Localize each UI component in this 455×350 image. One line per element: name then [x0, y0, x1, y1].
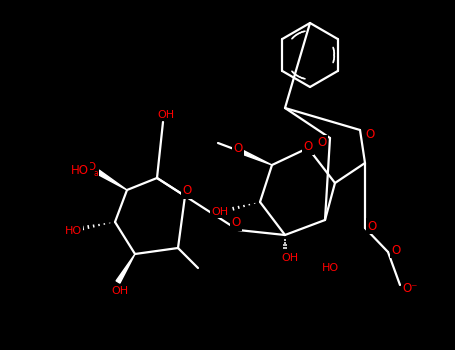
Text: O: O — [318, 136, 327, 149]
Text: O: O — [232, 217, 241, 230]
Text: OH: OH — [111, 286, 129, 296]
Text: O: O — [365, 127, 374, 140]
Text: O⁻: O⁻ — [402, 281, 418, 294]
Text: O: O — [367, 219, 377, 232]
Polygon shape — [97, 170, 127, 190]
Polygon shape — [116, 254, 135, 283]
Text: O: O — [303, 140, 313, 154]
Text: OH: OH — [157, 110, 175, 120]
Text: HO: HO — [80, 162, 96, 172]
Text: a: a — [94, 169, 99, 178]
Text: O: O — [182, 184, 192, 197]
Polygon shape — [241, 150, 272, 165]
Text: HO: HO — [321, 263, 339, 273]
Text: OH: OH — [212, 207, 228, 217]
Text: O: O — [391, 244, 400, 257]
Text: O: O — [233, 141, 243, 154]
Text: HO: HO — [71, 163, 89, 176]
Text: HO: HO — [65, 226, 81, 236]
Text: OH: OH — [282, 253, 298, 263]
